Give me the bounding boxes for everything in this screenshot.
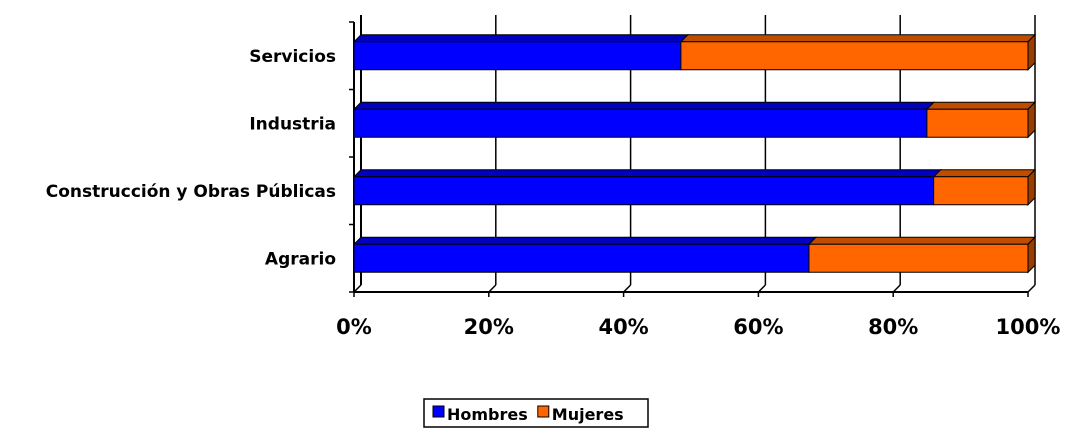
bar-hombres-1 <box>352 101 936 138</box>
x-tick-label: 60% <box>733 315 783 339</box>
bar-top-face <box>352 34 690 43</box>
bar-top-face <box>352 169 942 178</box>
bar-mujeres-0 <box>679 33 1037 71</box>
legend-label: Hombres <box>447 405 528 424</box>
bar-side-face <box>1027 168 1036 206</box>
category-label: Industria <box>249 114 336 134</box>
bar-front-face <box>933 176 1029 206</box>
floor-gridline <box>892 284 901 293</box>
bar-side-face <box>1027 101 1036 139</box>
bar-front-face <box>808 243 1029 273</box>
bar-top-face <box>679 34 1037 43</box>
bar-front-face <box>680 41 1029 71</box>
bar-top-face <box>925 101 1037 110</box>
bar-front-face <box>353 41 682 71</box>
floor-gridline <box>757 284 766 293</box>
bar-front-face <box>353 108 928 138</box>
bar-side-face <box>1027 33 1036 71</box>
legend-swatch <box>537 405 550 418</box>
legend: Hombres Mujeres <box>423 398 649 428</box>
bar-top-face <box>807 236 1037 245</box>
bar-hombres-0 <box>352 34 690 71</box>
x-tick-label: 20% <box>464 315 514 339</box>
floor-gridline <box>488 284 497 293</box>
legend-box <box>423 398 649 428</box>
labels: 0% 20% 40% 60% 80% 100% Servicios Industria Cons… <box>46 47 1061 339</box>
legend-label: Mujeres <box>552 405 624 424</box>
legend-swatch <box>432 405 445 418</box>
bar-mujeres-2 <box>932 168 1037 206</box>
bar-front-face <box>926 108 1029 138</box>
bar-side-face <box>1027 236 1036 274</box>
x-tick-label: 80% <box>868 315 918 339</box>
category-label: Servicios <box>249 47 336 67</box>
category-label: Construcción y Obras Públicas <box>46 182 336 202</box>
bar-mujeres-1 <box>925 101 1037 139</box>
floor-gridline <box>353 284 362 293</box>
x-tick-label: 40% <box>598 315 648 339</box>
bar-front-face <box>353 243 810 273</box>
x-tick-label: 0% <box>336 315 372 339</box>
bars <box>352 33 1037 274</box>
floor-gridline <box>1027 284 1036 293</box>
category-label: Agrario <box>265 249 336 269</box>
floor-gridline <box>623 284 632 293</box>
bar-hombres-3 <box>352 236 818 273</box>
bar-top-face <box>352 236 818 245</box>
bar-hombres-2 <box>352 169 942 206</box>
bar-top-face <box>352 101 936 110</box>
bar-mujeres-3 <box>807 236 1037 274</box>
x-tick-label: 100% <box>996 315 1061 339</box>
bar-top-face <box>932 169 1037 178</box>
bar-front-face <box>353 176 935 206</box>
